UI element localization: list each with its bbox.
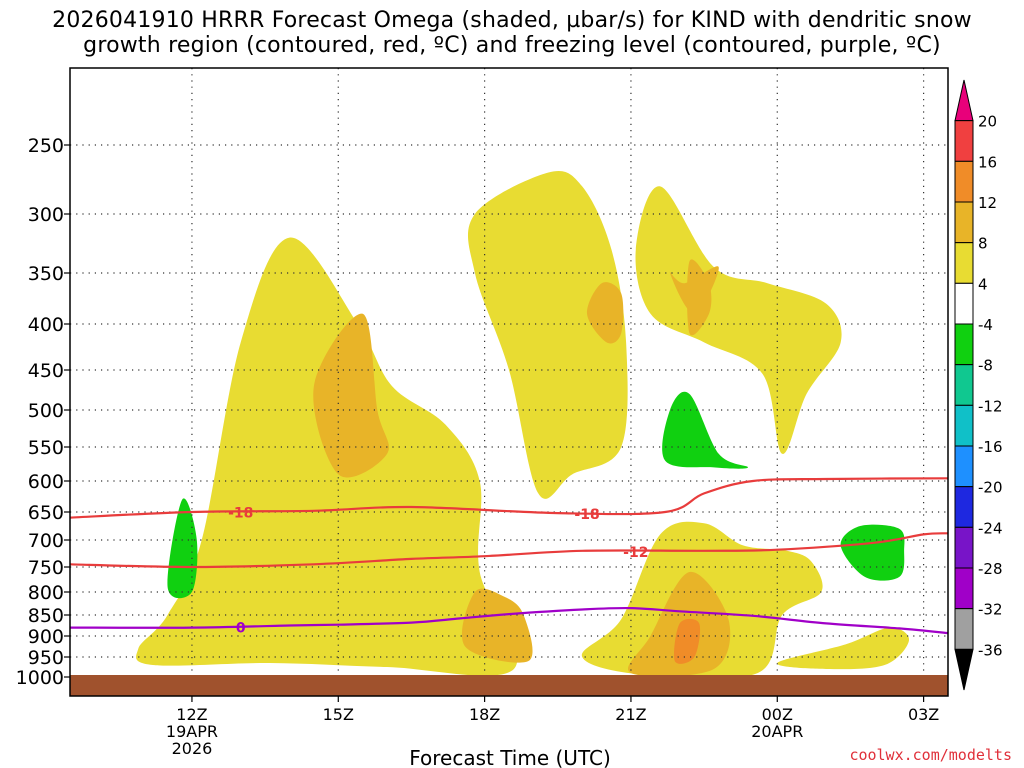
y-tick-label: 850 xyxy=(28,605,64,627)
plot-area xyxy=(70,68,948,696)
gridlines xyxy=(70,68,948,675)
y-tick-label: 700 xyxy=(28,530,64,552)
axes: 2503003504004505005506006507007508008509… xyxy=(16,67,949,758)
chart-title: 2026041910 HRRR Forecast Omega (shaded, … xyxy=(52,8,972,58)
y-tick-label: 500 xyxy=(28,400,64,422)
omega-region-ascent-core-3 xyxy=(635,186,842,454)
colorbar-label: -16 xyxy=(978,438,1003,456)
omega-region-descent-1 xyxy=(167,498,198,599)
freezing-level-contour xyxy=(69,606,949,635)
colorbar-label: -32 xyxy=(978,601,1003,619)
colorbar: 20 16 12 8 4 -4 -8 -12 -16 -20 -24 -28 -32 -36 xyxy=(954,79,1003,691)
y-tick-label: 1000 xyxy=(16,667,64,689)
colorbar-label: -4 xyxy=(978,316,993,334)
colorbar-swatch xyxy=(954,323,974,366)
y-tick-label: 750 xyxy=(28,557,64,579)
colorbar-swatch xyxy=(954,486,974,528)
omega-region-ascent-max-2 xyxy=(461,588,533,663)
x-axis-label: Forecast Time (UTC) xyxy=(409,746,611,768)
colorbar-swatch xyxy=(954,648,974,691)
y-tick-label: 300 xyxy=(28,204,64,226)
y-tick-label: 450 xyxy=(28,360,64,382)
colorbar-swatch xyxy=(954,364,974,406)
dgz-12c-contour xyxy=(69,532,949,569)
y-tick-label: 250 xyxy=(28,135,64,157)
omega-region-ascent-core-2 xyxy=(467,171,628,499)
colorbar-swatch xyxy=(954,445,974,488)
credit-text: coolwx.com/modelts xyxy=(849,746,1012,764)
colorbar-swatch xyxy=(954,242,974,284)
colorbar-label: 8 xyxy=(978,235,988,253)
x-tick-label: 03Z xyxy=(908,705,939,724)
y-tick-label: 600 xyxy=(28,471,64,493)
x-tick-sublabel: 2026 xyxy=(172,739,213,758)
colorbar-label: -24 xyxy=(978,519,1003,537)
colorbar-label: -28 xyxy=(978,560,1003,578)
y-tick-label: 400 xyxy=(28,314,64,336)
y-tick-label: 950 xyxy=(28,647,64,669)
y-tick-label: 350 xyxy=(28,263,64,285)
omega-region-ascent-peak xyxy=(673,618,701,664)
colorbar-label: -36 xyxy=(978,641,1003,659)
contour-lines: -18 -18 -12 0 xyxy=(69,477,949,637)
y-tick-label: 550 xyxy=(28,437,64,459)
y-tick-label: 900 xyxy=(28,626,64,648)
x-tick-label: 00Z xyxy=(762,705,793,724)
y-tick-label: 800 xyxy=(28,582,64,604)
colorbar-swatch xyxy=(954,526,974,569)
colorbar-label: 20 xyxy=(978,113,997,131)
x-tick-label: 18Z xyxy=(469,705,500,724)
colorbar-label: 16 xyxy=(978,153,997,171)
omega-region-ascent-max-5 xyxy=(687,259,712,336)
omega-region-ascent-max-1 xyxy=(313,313,389,478)
colorbar-swatch xyxy=(954,160,974,203)
colorbar-label: -8 xyxy=(978,357,993,375)
colorbar-swatch xyxy=(954,120,974,162)
dgz-18c-contour-label: -18 xyxy=(574,507,599,523)
colorbar-label: -12 xyxy=(978,397,1003,415)
omega-region-ascent-max-3 xyxy=(627,571,731,677)
x-tick-sublabel: 20APR xyxy=(751,722,803,741)
colorbar-swatch xyxy=(954,404,974,447)
colorbar-label: 4 xyxy=(978,275,988,293)
freezing-level-contour-label: 0 xyxy=(236,621,246,637)
y-tick-label: 650 xyxy=(28,502,64,524)
colorbar-label: 12 xyxy=(978,194,997,212)
x-tick-label: 21Z xyxy=(615,705,646,724)
colorbar-swatch xyxy=(954,79,974,122)
colorbar-swatch xyxy=(954,282,974,325)
x-tick-label: 12Z xyxy=(176,705,207,724)
omega-region-ascent-max-6 xyxy=(586,282,624,344)
plot-frame xyxy=(69,67,949,697)
dgz-18c-contour-label: -18 xyxy=(228,506,253,522)
colorbar-swatch xyxy=(954,567,974,610)
omega-region-ascent-core-5 xyxy=(777,627,910,670)
colorbar-swatch xyxy=(954,201,974,244)
omega-region-descent-2 xyxy=(662,391,749,469)
dgz-18c-contour xyxy=(69,477,949,519)
x-tick-label: 15Z xyxy=(323,705,354,724)
ground-surface xyxy=(70,675,948,696)
dgz-12c-contour-label: -12 xyxy=(623,545,648,561)
colorbar-swatch xyxy=(954,608,974,650)
colorbar-label: -20 xyxy=(978,479,1003,497)
x-tick-sublabel: 19APR xyxy=(166,722,218,741)
